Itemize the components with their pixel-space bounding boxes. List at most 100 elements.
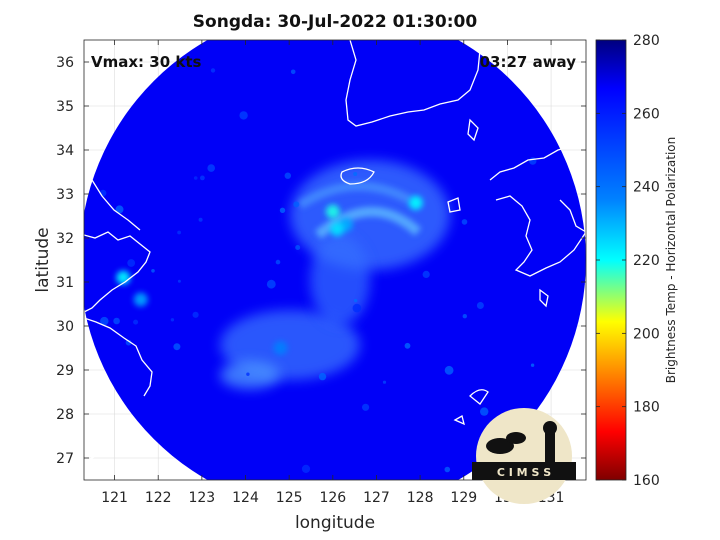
scatter-cell	[422, 270, 430, 278]
x-tick-labels: 121122123124125126127128129130131	[101, 490, 564, 506]
scatter-cell	[480, 407, 489, 416]
scatter-cell	[353, 172, 358, 176]
scatter-cell	[444, 365, 454, 375]
scatter-cell	[444, 466, 451, 473]
time-away-annotation: 03:27 away	[480, 53, 577, 71]
logo-disc	[476, 408, 572, 504]
coast-korea	[345, 40, 481, 127]
scatter-cell	[125, 339, 132, 346]
scatter-cell	[207, 164, 215, 172]
curved-convective-arc	[314, 206, 422, 239]
island-tsushima	[467, 118, 479, 142]
scatter-cell	[462, 314, 467, 319]
y-tick-label: 33	[56, 187, 74, 203]
scatter-cell	[346, 483, 352, 489]
x-tick-label: 127	[363, 490, 390, 506]
colorbar-ticks: 160 180 200 220 240 260 280	[596, 33, 660, 489]
colorbar-tick-label: 280	[633, 33, 660, 49]
logo-bar	[472, 462, 576, 480]
scatter-cell	[113, 317, 120, 325]
y-tick-labels: 27 28 29 30 31 32 33 34 35 36	[56, 55, 74, 467]
scatter-cell	[295, 245, 301, 250]
coast-shikoku	[559, 199, 586, 233]
y-tick-label: 29	[56, 363, 74, 379]
scatter-cell	[177, 279, 181, 283]
coast-china-east	[84, 231, 151, 313]
x-tick-label: 123	[188, 490, 215, 506]
y-tick-label: 35	[56, 99, 74, 115]
coastlines	[84, 40, 586, 463]
scatter-cell	[133, 319, 139, 325]
scatter-cell	[352, 303, 362, 313]
scatter-cell	[293, 201, 300, 208]
scatter-cell	[318, 372, 327, 381]
y-tick-label: 27	[56, 451, 74, 467]
y-axis-label: latitude	[33, 227, 53, 292]
scatter-cell	[275, 259, 281, 265]
storm-structure	[99, 68, 537, 489]
coast-shandong	[84, 178, 141, 231]
scatter-cell	[127, 259, 136, 267]
scatter-cell	[173, 343, 181, 351]
cell-coastal-warm-spot	[133, 292, 148, 307]
coast-japan-kyushu-north	[489, 141, 586, 181]
scatter-cell	[284, 172, 291, 179]
scatter-cell	[404, 342, 411, 349]
outer-arc	[297, 181, 413, 209]
colorbar-tick-label: 180	[633, 400, 660, 416]
colorbar-tick-label: 240	[633, 180, 660, 196]
cell-north-arc-east	[408, 195, 423, 210]
scatter-cell	[246, 372, 250, 376]
island-goto	[447, 197, 461, 213]
scatter-cell	[290, 69, 296, 75]
scatter-cell	[382, 380, 387, 384]
scatter-cell	[461, 219, 468, 225]
coast-china-southeast	[84, 317, 153, 397]
colorbar-tick-label: 160	[633, 473, 660, 489]
logo-tower-top-icon	[543, 421, 557, 435]
logo-text: C I M S S	[497, 466, 551, 479]
jeju-island	[340, 167, 375, 185]
cell-southwest-band	[273, 341, 288, 355]
x-tick-label: 129	[450, 490, 477, 506]
x-tick-label: 122	[145, 490, 172, 506]
colorbar	[595, 39, 627, 481]
colorbar-tick-label: 220	[633, 253, 660, 269]
logo-dish-icon	[486, 438, 514, 454]
scatter-cell	[192, 311, 199, 318]
scattered-cells	[99, 68, 537, 489]
y-tick-label: 30	[56, 319, 74, 335]
swath-group	[84, 40, 586, 489]
cimss-logo: C I M S S	[472, 408, 576, 504]
logo-dish-small-icon	[506, 432, 526, 444]
scatter-cell	[177, 230, 182, 235]
y-tick-label: 34	[56, 143, 74, 159]
vmax-annotation: Vmax: 30 kts	[91, 53, 201, 71]
colorbar-tick-label: 200	[633, 326, 660, 342]
island-south	[469, 389, 489, 405]
logo-tower-icon	[545, 432, 555, 462]
scatter-cell	[301, 464, 311, 473]
x-axis-label: longitude	[295, 513, 375, 533]
x-tick-label: 128	[407, 490, 434, 506]
scatter-cell	[476, 302, 484, 309]
island-small-1	[539, 288, 549, 308]
colorbar-tick-label: 260	[633, 106, 660, 122]
scatter-cell	[193, 176, 198, 180]
scatter-cell	[200, 175, 205, 181]
scatter-cell	[362, 403, 370, 411]
scatter-cell	[198, 217, 203, 222]
tick-marks	[84, 40, 586, 480]
y-tick-label: 32	[56, 231, 74, 247]
scatter-cell	[210, 68, 216, 73]
y-tick-label: 36	[56, 55, 74, 71]
scatter-cell	[115, 205, 124, 214]
scatter-cell	[530, 363, 535, 367]
scatter-cell	[279, 207, 286, 213]
scatter-cell	[100, 316, 109, 326]
cell-north-arc-west	[325, 204, 340, 219]
coast-fujian	[84, 435, 105, 463]
chart-title: Songda: 30-Jul-2022 01:30:00	[192, 12, 478, 32]
y-tick-label: 28	[56, 407, 74, 423]
